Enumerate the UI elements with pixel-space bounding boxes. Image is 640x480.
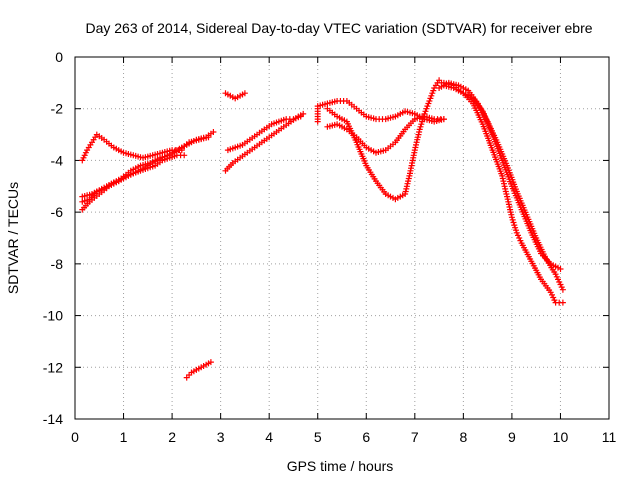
plot-frame — [74, 56, 610, 420]
series-track-d — [79, 152, 188, 205]
x-tick-label: 5 — [314, 429, 322, 445]
y-tick-label: -4 — [51, 152, 64, 168]
series-track-h — [224, 113, 304, 154]
data-point — [557, 266, 564, 272]
series-track-f — [222, 90, 248, 102]
x-tick-label: 4 — [265, 429, 273, 445]
data-point — [210, 129, 217, 135]
x-tick-label: 0 — [71, 429, 79, 445]
y-tick-label: -8 — [51, 256, 64, 272]
chart-title: Day 263 of 2014, Sidereal Day-to-day VTE… — [85, 20, 592, 36]
y-tick-label: 0 — [55, 49, 63, 65]
data-point — [181, 152, 188, 159]
grid — [75, 57, 609, 419]
data-point — [428, 92, 435, 99]
data-point — [297, 113, 304, 120]
series-track-l — [436, 79, 566, 293]
data-point — [440, 116, 447, 123]
x-tick-label: 3 — [217, 429, 225, 445]
data-point — [422, 108, 429, 115]
data-point — [178, 147, 185, 154]
data-point — [241, 90, 248, 97]
data-point — [205, 134, 212, 141]
series-track-k — [324, 77, 564, 272]
series-track-j — [324, 113, 447, 156]
data-point — [207, 359, 214, 366]
series-track-c — [79, 131, 185, 164]
series-track-e — [183, 359, 214, 381]
x-tick-label: 10 — [553, 429, 569, 445]
x-tick-label: 1 — [120, 429, 128, 445]
x-axis-label: GPS time / hours — [287, 458, 394, 474]
x-tick-label: 11 — [602, 429, 617, 445]
series-track-m — [440, 79, 566, 306]
x-tick-label: 8 — [459, 429, 467, 445]
y-tick-label: -12 — [43, 359, 63, 375]
x-tick-label: 2 — [168, 429, 176, 445]
y-tick-label: -6 — [51, 204, 64, 220]
data-point — [417, 123, 424, 130]
x-tick-label: 9 — [508, 429, 516, 445]
y-tick-label: -2 — [51, 101, 64, 117]
y-tick-label: -14 — [43, 411, 63, 427]
data-point — [559, 299, 566, 306]
x-tick-label: 7 — [411, 429, 419, 445]
data-point — [559, 286, 566, 293]
x-tick-label: 6 — [362, 429, 370, 445]
data-points — [79, 77, 566, 381]
y-axis-label: SDTVAR / TECUs — [5, 182, 21, 294]
y-tick-label: -10 — [43, 308, 63, 324]
